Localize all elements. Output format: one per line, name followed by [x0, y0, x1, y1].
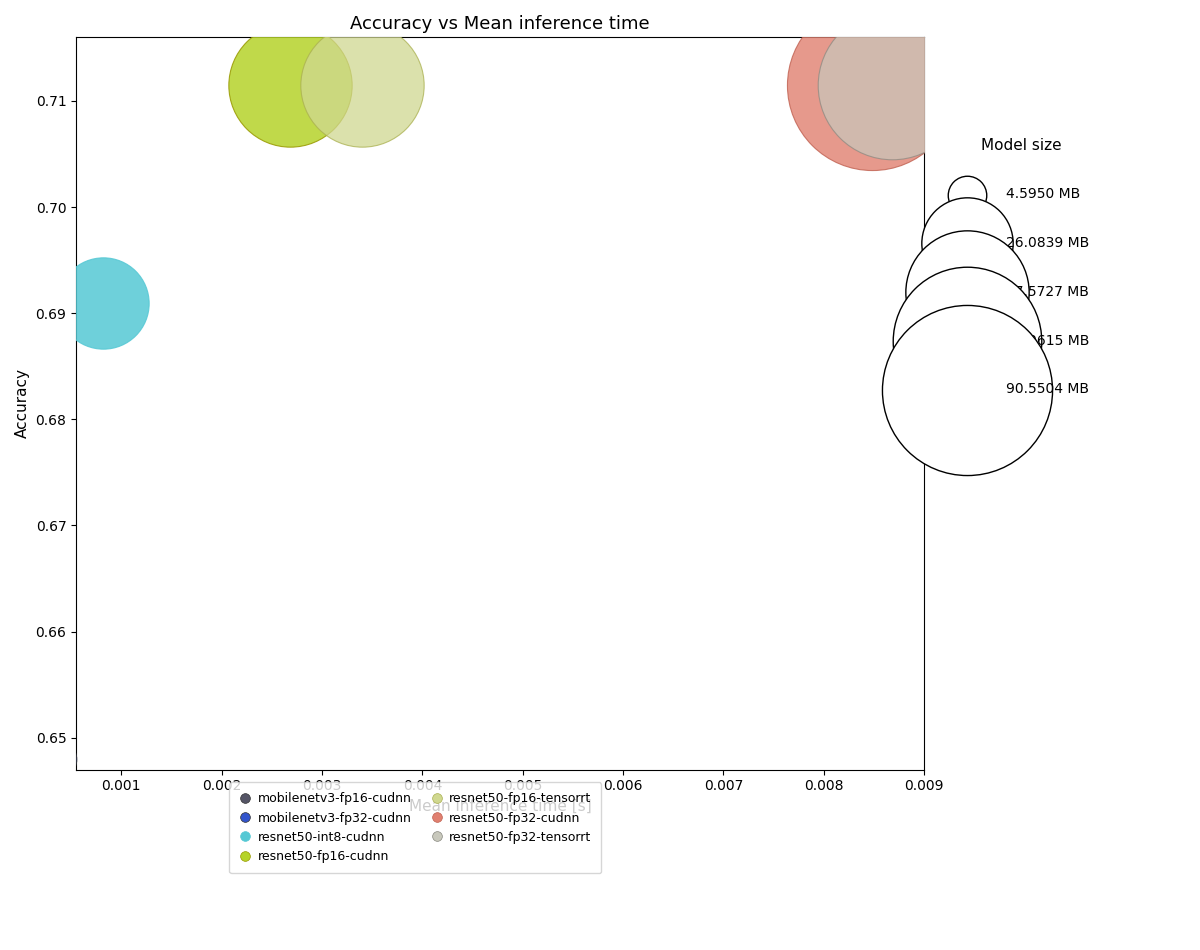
Y-axis label: Accuracy: Accuracy: [14, 369, 30, 438]
Point: [46, 751, 65, 767]
Legend: mobilenetv3-fp16-cudnn, mobilenetv3-fp32-cudnn, resnet50-int8-cudnn, resnet50-fp: mobilenetv3-fp16-cudnn, mobilenetv3-fp32…: [229, 782, 601, 873]
Point: [353, 78, 372, 93]
Title: Accuracy vs Mean inference time: Accuracy vs Mean inference time: [350, 15, 650, 33]
Point: [281, 78, 300, 93]
X-axis label: Mean inference time [s]: Mean inference time [s]: [409, 799, 592, 814]
Point: [94, 295, 113, 311]
Point: [48, 751, 67, 767]
Point: [863, 78, 882, 93]
Point: [882, 78, 901, 93]
